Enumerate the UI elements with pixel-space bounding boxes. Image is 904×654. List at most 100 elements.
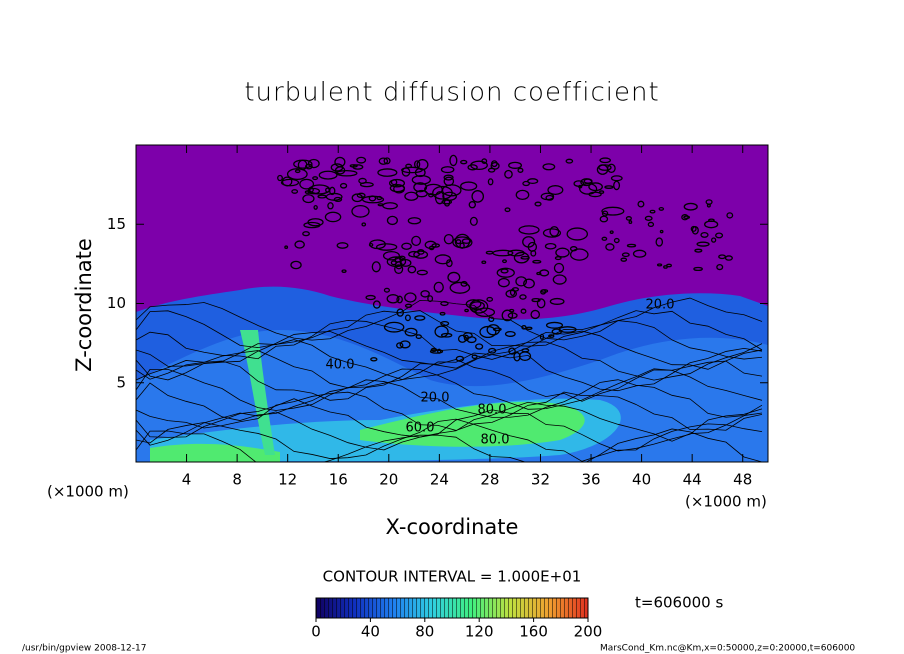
contour-blob (481, 260, 487, 264)
contour-blob (536, 298, 546, 309)
x-tick-label: 24 (430, 471, 449, 489)
chart-title: turbulent diffusion coefficient (244, 78, 659, 108)
contour-blob (330, 163, 344, 172)
contour-blob (607, 163, 616, 174)
contour-blob (663, 265, 668, 269)
contour-line (136, 408, 763, 452)
y-tick-label: 5 (116, 373, 126, 391)
contour-blob (396, 295, 403, 304)
contour-blob (580, 178, 593, 187)
contour-blob (460, 181, 478, 191)
contour-line (136, 391, 763, 431)
contour-blob (601, 236, 608, 241)
contour-blob (542, 163, 556, 171)
contour-blob (388, 178, 406, 188)
contour-blob (449, 154, 458, 167)
contour-blob (382, 250, 400, 261)
x-tick-label: 40 (632, 471, 651, 489)
contour-blob (599, 190, 605, 194)
contour-blob (404, 292, 417, 303)
contour-blob (647, 221, 655, 228)
field (136, 145, 768, 462)
contour-blob (704, 220, 719, 229)
contour-blob (307, 158, 320, 169)
contour-blob (553, 262, 565, 274)
contour-blob (302, 231, 310, 237)
contour-blob (327, 202, 334, 210)
contour-blob (539, 269, 550, 277)
contour-blob (613, 237, 620, 244)
contour-blob (386, 215, 398, 226)
contour-blob (414, 315, 426, 321)
contour-blob (365, 294, 376, 301)
contour-blob (437, 348, 442, 354)
x-tick-label: 16 (329, 471, 348, 489)
contour-blob (549, 226, 560, 237)
contour-blob (621, 252, 630, 258)
contour-line (136, 339, 763, 381)
contour-blob (284, 245, 289, 249)
contour-blob (716, 264, 724, 271)
x-tick-label: 8 (232, 471, 242, 489)
contour-line (136, 418, 763, 462)
contour-blob (290, 260, 302, 270)
contour-blob (443, 233, 454, 245)
contour-blob (469, 299, 489, 314)
contour-blob (356, 156, 367, 164)
contour-blob (378, 157, 389, 165)
contour-blob (336, 242, 349, 249)
contour-blob (548, 334, 555, 338)
contour-blob (681, 214, 689, 221)
contour-blob (599, 157, 611, 164)
contour-blob (659, 229, 664, 234)
contour-blob (286, 168, 308, 181)
contour-blob (715, 232, 724, 239)
contour-blob (349, 164, 358, 168)
contour-blob (280, 178, 300, 187)
contour-blob (341, 269, 347, 273)
contour-blob (411, 235, 422, 247)
contour-blob (658, 206, 665, 211)
y-tick-label: 15 (107, 215, 126, 233)
contour-blob (492, 327, 502, 332)
contour-blob (547, 185, 564, 196)
x-tick-label: 36 (581, 471, 600, 489)
contour-lines (136, 154, 763, 462)
contour-blob (637, 200, 645, 208)
contour-blob (465, 299, 482, 309)
contour-blob (545, 321, 564, 329)
contour-blob (468, 201, 476, 209)
contour-label: 80.0 (481, 433, 510, 448)
contour-label: 80.0 (478, 403, 507, 418)
contour-blob (532, 259, 542, 264)
contour-blob (452, 236, 473, 249)
contour-blob (377, 203, 384, 207)
contour-blob (399, 340, 411, 349)
contour-blob (335, 169, 358, 177)
contour-blob (427, 295, 434, 303)
contour-label: 60.0 (406, 421, 435, 436)
contour-blob (475, 343, 484, 350)
contour-blob (601, 206, 625, 216)
contour-blob (569, 248, 589, 261)
contour-blob (351, 193, 364, 203)
contour-blob (404, 327, 418, 337)
contour-blob (440, 320, 450, 327)
contour-blob (588, 182, 603, 192)
contour-blob (356, 192, 366, 199)
contour-line (136, 330, 763, 370)
contour-blob (399, 258, 412, 267)
contour-blob (396, 342, 404, 349)
contour-blob (449, 281, 471, 294)
contour-blob (683, 202, 698, 211)
contour-blob (530, 309, 541, 320)
contour-blob (488, 347, 497, 354)
contour-blob (370, 357, 378, 362)
contour-blob (359, 181, 374, 188)
contour-blob (415, 189, 428, 198)
x-tick-label: 20 (379, 471, 398, 489)
contour-blob (394, 261, 403, 270)
footer-right: MarsCond_Km.nc@Km,x=0:50000,z=0:20000,t=… (600, 644, 855, 654)
contour-blob (375, 243, 398, 251)
